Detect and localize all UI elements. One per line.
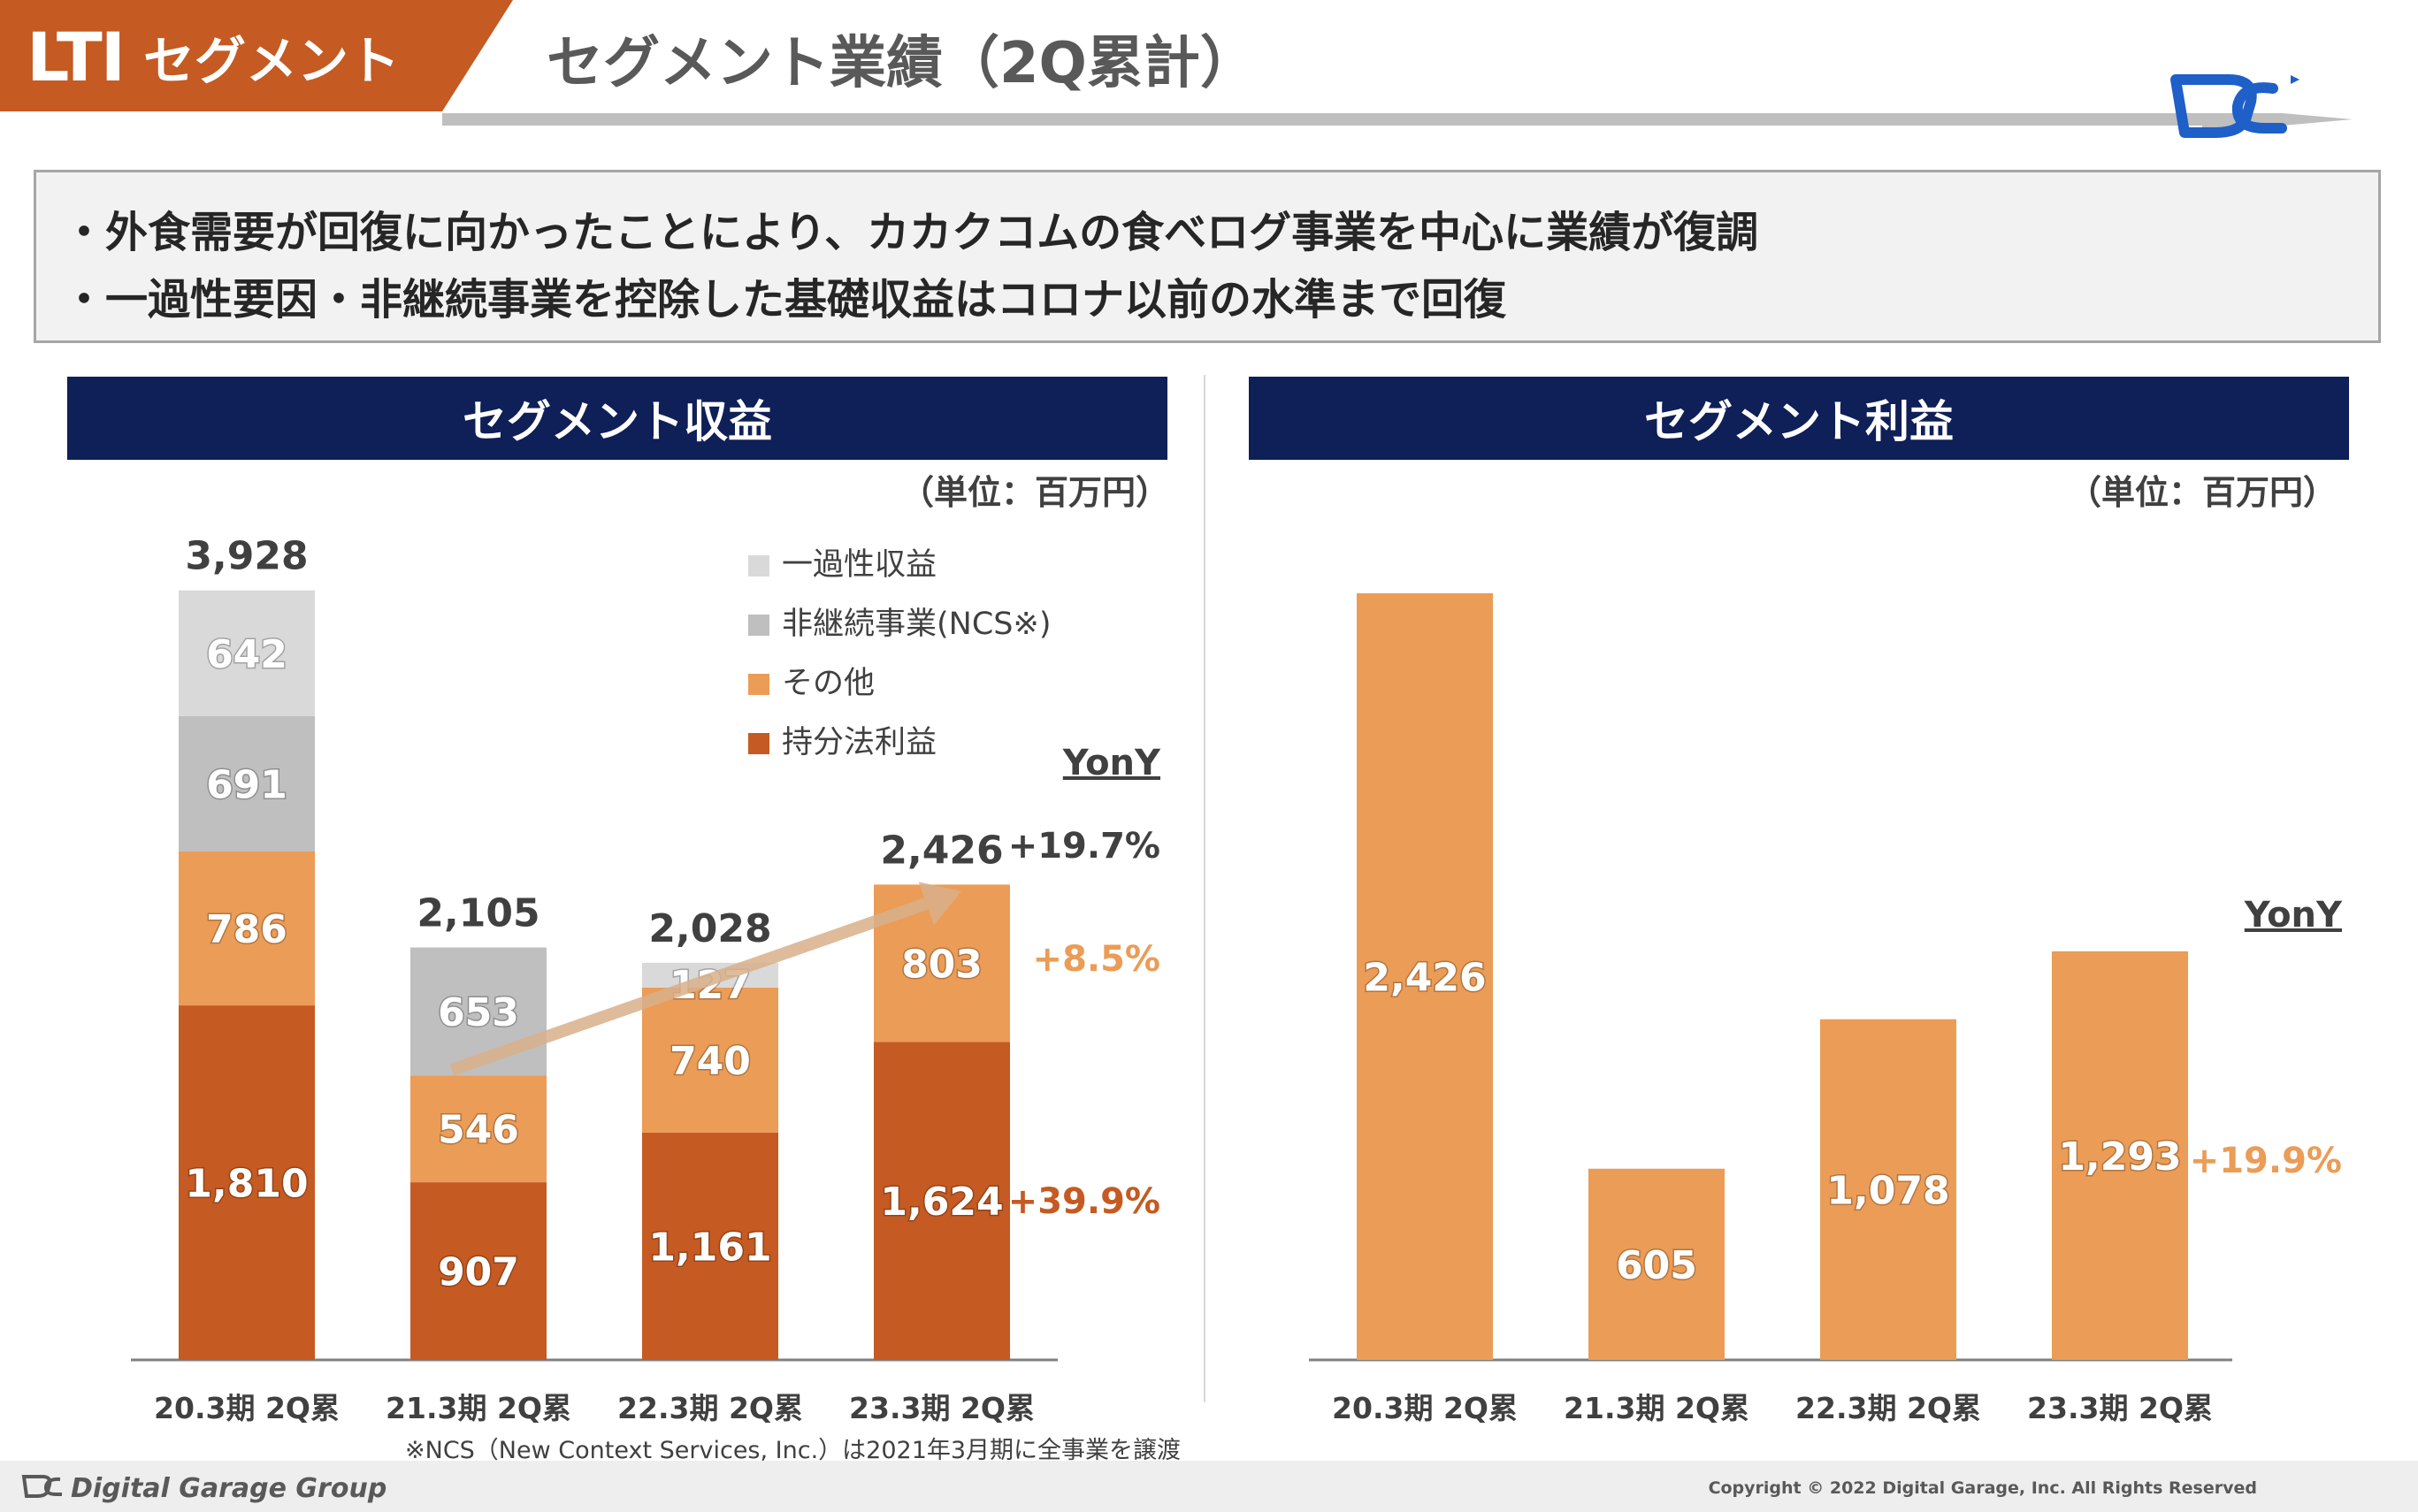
legend-swatch (748, 733, 769, 754)
page-title: セグメント業績（2Q累計） (547, 31, 1257, 96)
revenue-bar-label: 1,810 (185, 1162, 308, 1207)
profit-category-label: 20.3期 2Q累 (1332, 1391, 1518, 1425)
legend-swatch (748, 615, 769, 636)
revenue-bar-label: 786 (206, 907, 287, 952)
profit-category-label: 23.3期 2Q累 (2027, 1391, 2213, 1425)
header-tag-shape (0, 0, 513, 111)
summary-bullet: ・外食需要が回復に向かったことにより、カカクコムの食べログ事業を中心に業績が復調 (63, 208, 1759, 257)
profit-bar (2052, 951, 2188, 1360)
revenue-total-label: 2,028 (648, 906, 771, 951)
revenue-bar-segment (874, 1042, 1010, 1360)
header-segment-tag: LTI セグメント (0, 0, 513, 111)
revenue-bar-segment (410, 1075, 547, 1183)
revenue-bar-label: 546 (438, 1108, 519, 1153)
revenue-bar-segment (410, 947, 547, 1076)
legend-swatch (748, 555, 769, 577)
revenue-total-label: 3,928 (185, 534, 308, 579)
trend-arrow-line (449, 897, 929, 1076)
revenue-unit-label: （単位：百万円） (899, 473, 1169, 512)
revenue-bar-segment (642, 1132, 778, 1360)
revenue-total-label: 2,105 (417, 891, 539, 936)
revenue-bar-label: 1,624 (880, 1180, 1003, 1225)
revenue-bar-segment (179, 590, 315, 716)
footer-dg-logo-icon (21, 1475, 62, 1498)
revenue-total-label: 2,426 (880, 828, 1003, 873)
revenue-bar-label: 1,161 (648, 1225, 771, 1270)
legend-label: 一過性収益 (782, 547, 937, 583)
profit-panel-title: セグメント利益 (1249, 377, 2349, 460)
revenue-bar-segment (410, 1182, 547, 1360)
revenue-bar-segment (179, 1005, 315, 1360)
legend-label: その他 (782, 666, 875, 701)
profit-bar-label: 1,293 (2058, 1134, 2181, 1180)
profit-bar (1588, 1168, 1725, 1360)
profit-bar (1820, 1019, 1956, 1360)
legend-label: 非継続事業(NCS※) (782, 607, 1051, 642)
revenue-bar-label: 907 (438, 1250, 519, 1295)
profit-bar-label: 2,426 (1363, 955, 1486, 1000)
revenue-panel-title: セグメント収益 (67, 377, 1167, 460)
profit-category-label: 21.3期 2Q累 (1564, 1391, 1749, 1425)
revenue-bar-segment (642, 987, 778, 1133)
profit-bar-label: 605 (1616, 1243, 1697, 1288)
revenue-yony-equity: +39.9% (1008, 1181, 1160, 1222)
revenue-category-label: 22.3期 2Q累 (617, 1391, 803, 1425)
profit-yony-value: +19.9% (2190, 1141, 2342, 1181)
header-lti-label: LTI (27, 17, 126, 96)
footer-bar (0, 1461, 2418, 1512)
revenue-yony-total: +19.7% (1008, 826, 1160, 867)
revenue-yony-other: +8.5% (1033, 939, 1160, 980)
revenue-category-label: 20.3期 2Q累 (154, 1391, 340, 1425)
panel-divider (1204, 375, 1205, 1402)
footer-brand: Digital Garage Group (71, 1473, 387, 1504)
legend-swatch (748, 674, 769, 695)
profit-category-label: 22.3期 2Q累 (1795, 1391, 1981, 1425)
header-segment-label: セグメント (142, 31, 400, 91)
profit-bar (1357, 592, 1493, 1360)
legend-label: 持分法利益 (782, 725, 937, 760)
copyright-text: Copyright © 2022 Digital Garage, Inc. Al… (1708, 1478, 2257, 1498)
revenue-bar-label: 803 (901, 942, 983, 987)
profit-unit-label: （単位：百万円） (2067, 473, 2337, 512)
trend-arrow-head (918, 882, 961, 926)
summary-bullet: ・一過性要因・非継続事業を控除した基礎収益はコロナ以前の水準まで回復 (63, 275, 1507, 325)
revenue-bar-segment (179, 715, 315, 851)
revenue-yony-header: YonY (1062, 743, 1161, 783)
revenue-category-label: 21.3期 2Q累 (386, 1391, 571, 1425)
revenue-bar-label: 691 (206, 762, 287, 807)
revenue-category-label: 23.3期 2Q累 (849, 1391, 1035, 1425)
summary-box: ・外食需要が回復に向かったことにより、カカクコムの食べログ事業を中心に業績が復調… (34, 170, 2381, 343)
revenue-bar-label: 653 (438, 990, 519, 1035)
footnote: ※NCS（New Context Services, Inc.）は2021年3月… (405, 1437, 1182, 1464)
profit-bar-label: 1,078 (1826, 1168, 1949, 1213)
dg-logo-icon (2170, 74, 2299, 138)
charts-canvas: 1,810 786 691 642 3,928 20.3期 2Q累 907 546 653 2,1… (131, 534, 2343, 1425)
revenue-bar-segment (179, 851, 315, 1006)
revenue-bar-label: 740 (670, 1039, 751, 1084)
revenue-bar-label: 642 (206, 632, 287, 677)
profit-yony-header: YonY (2244, 895, 2343, 935)
